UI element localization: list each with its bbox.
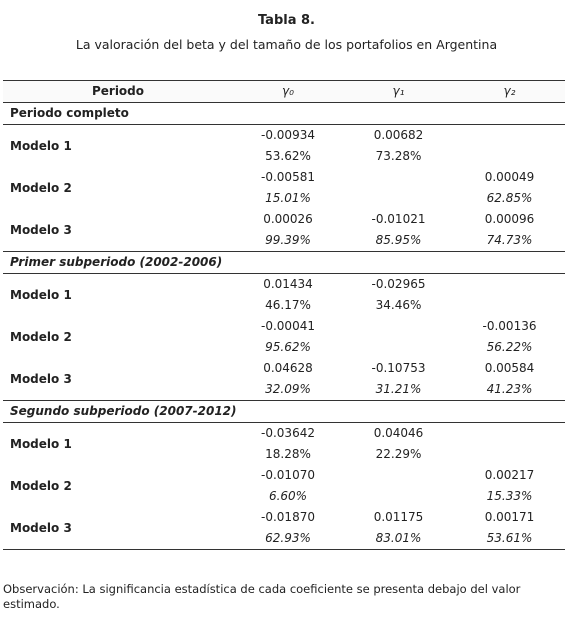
sig-cell: 6.60% [268,489,308,503]
coef-cell: 0.04046 [373,426,424,440]
model-label: Modelo 2 [10,180,72,195]
coef-row: Modelo 2 -0.01070 0.00217 [3,465,565,493]
sig-cell: 18.28% [265,447,311,461]
model-label: Modelo 1 [10,287,72,302]
sig-row: 62.93% 83.01% 53.61% [3,528,565,550]
coef-cell: 0.00049 [484,170,535,184]
model-label: Modelo 3 [10,222,72,237]
model-label: Modelo 3 [10,371,72,386]
sig-cell: 53.62% [265,149,311,163]
sig-cell: 31.21% [375,382,422,396]
coef-cell [343,316,454,337]
section-row: Primer subperiodo (2002-2006) [3,251,565,274]
sig-cell: 15.33% [486,489,533,503]
coef-cell: 0.00096 [484,212,535,226]
coef-cell [343,465,454,486]
coef-cell [454,125,565,147]
sig-cell: 15.01% [265,191,311,205]
table-subtitle: La valoración del beta y del tamaño de l… [75,37,498,52]
sig-cell [343,188,454,209]
sig-cell: 46.17% [265,298,311,312]
sig-row: 32.09% 31.21% 41.23% [3,379,565,401]
section-row: Periodo completo [3,102,565,125]
coef-cell: -0.01870 [261,510,315,524]
sig-row: 18.28% 22.29% [3,444,565,465]
footnote: Observación: La significancia estadístic… [3,582,521,611]
coef-cell: -0.01021 [371,212,426,226]
column-header: γ₀ [233,80,343,103]
sig-cell [343,337,454,358]
sig-row: 99.39% 85.95% 74.73% [3,230,565,252]
coef-cell: -0.01070 [261,468,315,482]
coef-cell: -0.00041 [261,319,315,333]
column-header: Periodo [3,80,233,103]
section-title: Primer subperiodo (2002-2006) [3,251,565,274]
coef-cell: 0.01434 [263,277,313,291]
sig-row: 15.01% 62.85% [3,188,565,209]
model-label: Modelo 3 [3,507,233,550]
sig-row: 53.62% 73.28% [3,146,565,167]
coef-cell: -0.10753 [371,361,426,375]
coef-cell: -0.00934 [261,128,315,142]
sig-row: 95.62% 56.22% [3,337,565,358]
sig-cell [343,486,454,507]
model-label: Modelo 1 [10,138,72,153]
sig-cell: 95.62% [265,340,311,354]
sig-row: 46.17% 34.46% [3,295,565,316]
coef-row: Modelo 3 0.00026 -0.01021 0.00096 [3,209,565,237]
column-header: γ₂ [454,80,565,103]
sig-cell [454,444,565,465]
sig-cell: 74.73% [486,233,533,247]
coef-cell: 0.00026 [263,212,313,226]
coef-cell [454,274,565,296]
coef-row: Modelo 1 -0.00934 0.00682 [3,125,565,153]
sig-cell: 73.28% [375,149,422,163]
model-label: Modelo 1 [10,436,72,451]
section-title: Segundo subperiodo (2007-2012) [3,400,565,423]
coef-row: Modelo 2 -0.00041 -0.00136 [3,316,565,344]
section-row: Segundo subperiodo (2007-2012) [3,400,565,423]
results-table: Periodo γ₀ γ₁ γ₂ Periodo completo Modelo 1 -0… [3,80,565,550]
sig-cell: 22.29% [375,447,422,461]
coef-cell [343,167,454,188]
sig-cell: 62.85% [486,191,533,205]
coef-cell: -0.00581 [261,170,315,184]
sig-cell [454,146,565,167]
coef-cell: 0.00217 [484,468,535,482]
sig-cell: 62.93% [233,528,343,550]
coef-cell: 0.04628 [263,361,313,375]
coef-cell: 0.01175 [373,510,424,524]
column-header: γ₁ [343,80,454,103]
coef-cell: -0.00136 [482,319,537,333]
section-title: Periodo completo [3,102,565,125]
coef-cell: -0.02965 [371,277,426,291]
sig-cell: 34.46% [375,298,422,312]
model-label: Modelo 2 [10,329,72,344]
coef-cell: 0.00682 [373,128,424,142]
coef-row: Modelo 2 -0.00581 0.00049 [3,167,565,195]
table-title: Tabla 8. [257,13,315,28]
coef-row: Modelo 1 -0.03642 0.04046 [3,423,565,451]
coef-cell: -0.03642 [261,426,315,440]
sig-row: 6.60% 15.33% [3,486,565,507]
sig-cell: 83.01% [343,528,454,550]
model-label: Modelo 2 [10,478,72,493]
coef-cell [454,423,565,445]
coef-cell: 0.00584 [484,361,535,375]
coef-row: Modelo 3 0.04628 -0.10753 0.00584 [3,358,565,386]
sig-cell: 56.22% [486,340,533,354]
coef-row: Modelo 3 -0.01870 0.01175 0.00171 [3,507,565,550]
header-row: Periodo γ₀ γ₁ γ₂ [3,80,565,103]
sig-cell: 85.95% [375,233,422,247]
sig-cell: 99.39% [265,233,311,247]
coef-cell: 0.00171 [484,510,535,524]
sig-cell: 32.09% [265,382,311,396]
sig-cell: 41.23% [486,382,533,396]
coef-row: Modelo 1 0.01434 -0.02965 [3,274,565,302]
sig-cell: 53.61% [454,528,565,550]
sig-cell [454,295,565,316]
